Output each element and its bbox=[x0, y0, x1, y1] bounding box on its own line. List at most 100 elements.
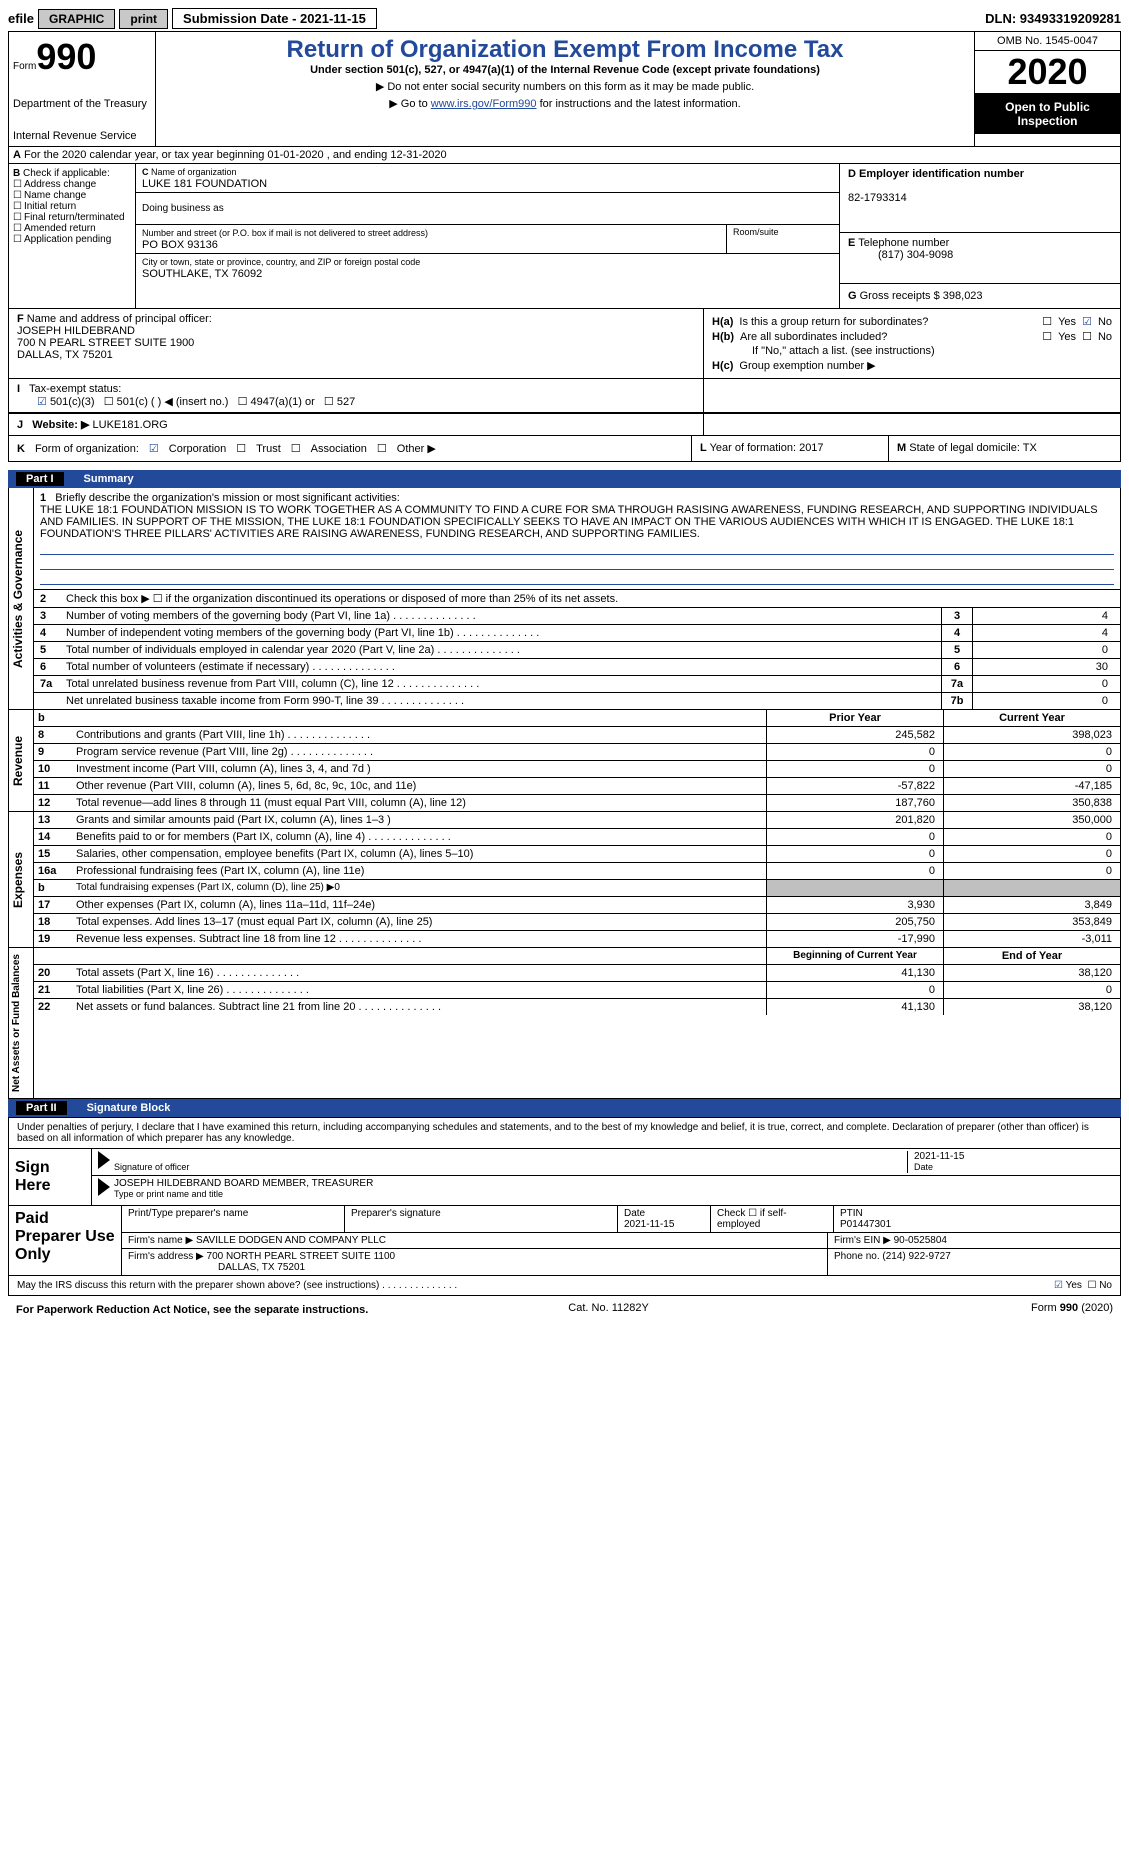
sig-arrow-icon bbox=[98, 1151, 110, 1169]
sign-here-label: Sign Here bbox=[9, 1148, 91, 1205]
col-c: C Name of organization LUKE 181 FOUNDATI… bbox=[136, 164, 839, 308]
print-button[interactable]: print bbox=[119, 9, 168, 29]
checkbox-pending[interactable]: ☐ bbox=[13, 234, 22, 245]
opt-pending: Application pending bbox=[24, 234, 111, 245]
cb-assoc[interactable]: ☐ bbox=[291, 442, 301, 455]
state-domicile: State of legal domicile: TX bbox=[909, 442, 1037, 454]
l7b-text: Net unrelated business taxable income fr… bbox=[66, 695, 941, 707]
l20: Total assets (Part X, line 16) bbox=[72, 965, 766, 981]
paperwork-footer: For Paperwork Reduction Act Notice, see … bbox=[8, 1296, 1121, 1320]
revenue-section: Revenue bPrior YearCurrent Year 8Contrib… bbox=[8, 710, 1121, 812]
check-if-label: Check if applicable: bbox=[23, 168, 110, 179]
cb-501c3[interactable]: ☑ bbox=[37, 396, 47, 408]
checkbox-initial[interactable]: ☐ bbox=[13, 201, 22, 212]
cb-501c[interactable]: ☐ bbox=[104, 396, 114, 408]
opt-501c3: 501(c)(3) bbox=[50, 396, 95, 408]
opt-name-change: Name change bbox=[24, 190, 86, 201]
c21: 0 bbox=[943, 982, 1120, 998]
l8: Contributions and grants (Part VIII, lin… bbox=[72, 727, 766, 743]
checkbox-addr-change[interactable]: ☐ bbox=[13, 179, 22, 190]
v7a: 0 bbox=[973, 678, 1114, 690]
row-i-j: I Tax-exempt status: ☑ 501(c)(3) ☐ 501(c… bbox=[8, 379, 1121, 414]
cb-4947[interactable]: ☐ bbox=[238, 396, 248, 408]
firm-name: Firm's name ▶ SAVILLE DODGEN AND COMPANY… bbox=[122, 1233, 828, 1248]
opt-amended: Amended return bbox=[24, 223, 96, 234]
row-k: K Form of organization: ☑ Corporation ☐ … bbox=[8, 436, 1121, 462]
checkbox-final[interactable]: ☐ bbox=[13, 212, 22, 223]
open-public: Open to Public Inspection bbox=[975, 94, 1120, 134]
l1-num: 1 bbox=[40, 492, 46, 504]
header-center: Return of Organization Exempt From Incom… bbox=[156, 32, 975, 146]
no-label: No bbox=[1098, 316, 1112, 328]
gross-val: 398,023 bbox=[943, 290, 983, 302]
p20: 41,130 bbox=[766, 965, 943, 981]
section-b-through-g: B Check if applicable: ☐ Address change … bbox=[8, 164, 1121, 309]
part-2-label: Part II bbox=[16, 1101, 67, 1115]
city-val: SOUTHLAKE, TX 76092 bbox=[142, 268, 262, 280]
l17: Other expenses (Part IX, column (A), lin… bbox=[72, 897, 766, 913]
checkbox-amended[interactable]: ☐ bbox=[13, 223, 22, 234]
form-org-label: Form of organization: bbox=[35, 443, 139, 455]
f-name-label: Name and address of principal officer: bbox=[27, 313, 212, 325]
hb-no-cb[interactable]: ☐ bbox=[1082, 330, 1092, 343]
ptin-val: P01447301 bbox=[840, 1219, 891, 1230]
graphic-button[interactable]: GRAPHIC bbox=[38, 9, 115, 29]
expenses-section: Expenses 13Grants and similar amounts pa… bbox=[8, 812, 1121, 948]
col-f: F Name and address of principal officer:… bbox=[9, 309, 703, 378]
yes-3: Yes bbox=[1066, 1280, 1082, 1291]
row-a-prefix: A bbox=[13, 149, 21, 161]
opt-4947: 4947(a)(1) or bbox=[251, 396, 315, 408]
city-label: City or town, state or province, country… bbox=[142, 257, 420, 267]
dln: DLN: 93493319209281 bbox=[985, 11, 1121, 26]
l13: Grants and similar amounts paid (Part IX… bbox=[72, 812, 766, 828]
ein-label: Employer identification number bbox=[859, 168, 1024, 180]
part-2-header: Part II Signature Block bbox=[8, 1099, 1121, 1117]
hb-yes-cb[interactable]: ☐ bbox=[1042, 330, 1052, 343]
opt-527: 527 bbox=[337, 396, 355, 408]
opt-assoc: Association bbox=[311, 443, 367, 455]
return-title: Return of Organization Exempt From Incom… bbox=[160, 36, 970, 64]
l5-text: Total number of individuals employed in … bbox=[66, 644, 941, 656]
l4-text: Number of independent voting members of … bbox=[66, 627, 941, 639]
begin-year-header: Beginning of Current Year bbox=[766, 948, 943, 964]
cb-corp[interactable]: ☑ bbox=[149, 442, 159, 455]
ha-no-cb[interactable]: ☑ bbox=[1082, 315, 1092, 328]
form-990: 990 bbox=[36, 36, 96, 77]
dept-treasury: Department of the Treasury bbox=[13, 98, 151, 110]
officer-name: JOSEPH HILDEBRAND bbox=[17, 325, 135, 337]
c18: 353,849 bbox=[943, 914, 1120, 930]
cb-527[interactable]: ☐ bbox=[324, 396, 334, 408]
cb-trust[interactable]: ☐ bbox=[236, 442, 246, 455]
header-right: OMB No. 1545-0047 2020 Open to Public In… bbox=[975, 32, 1120, 146]
l18: Total expenses. Add lines 13–17 (must eq… bbox=[72, 914, 766, 930]
opt-501c: 501(c) ( ) ◀ (insert no.) bbox=[117, 396, 229, 408]
activities-section: Activities & Governance 1 Briefly descri… bbox=[8, 488, 1121, 710]
no-3: No bbox=[1099, 1280, 1112, 1291]
ha-label: H(a) bbox=[712, 316, 733, 328]
netassets-section: Net Assets or Fund Balances Beginning of… bbox=[8, 948, 1121, 1099]
p12: 187,760 bbox=[766, 795, 943, 811]
org-name: LUKE 181 FOUNDATION bbox=[142, 178, 267, 190]
submission-date: Submission Date - 2021-11-15 bbox=[172, 8, 377, 29]
v4: 4 bbox=[973, 627, 1114, 639]
part-2-title: Signature Block bbox=[87, 1102, 171, 1114]
goto-after: for instructions and the latest informat… bbox=[537, 98, 741, 110]
hb-label: H(b) bbox=[712, 331, 734, 343]
opt-final: Final return/terminated bbox=[24, 212, 125, 223]
checkbox-name-change[interactable]: ☐ bbox=[13, 190, 22, 201]
cb-other[interactable]: ☐ bbox=[377, 442, 387, 455]
irs-link[interactable]: www.irs.gov/Form990 bbox=[431, 98, 537, 110]
c11: -47,185 bbox=[943, 778, 1120, 794]
may-discuss: May the IRS discuss this return with the… bbox=[17, 1280, 457, 1291]
p8: 245,582 bbox=[766, 727, 943, 743]
discuss-no-cb[interactable]: ☐ bbox=[1087, 1280, 1096, 1291]
row-a: A For the 2020 calendar year, or tax yea… bbox=[8, 147, 1121, 164]
tax-year: 2020 bbox=[975, 51, 1120, 94]
p10: 0 bbox=[766, 761, 943, 777]
j-label: J bbox=[17, 419, 23, 431]
ha-yes-cb[interactable]: ☐ bbox=[1042, 315, 1052, 328]
ein-val: 82-1793314 bbox=[848, 192, 907, 204]
sig-officer-label: Signature of officer bbox=[114, 1162, 189, 1172]
l14: Benefits paid to or for members (Part IX… bbox=[72, 829, 766, 845]
discuss-yes-cb[interactable]: ☑ bbox=[1054, 1280, 1063, 1291]
